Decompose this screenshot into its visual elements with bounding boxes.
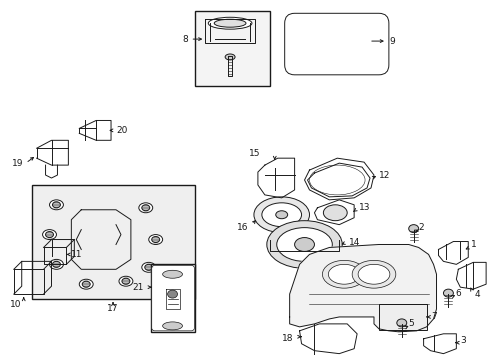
Text: 21: 21	[132, 283, 143, 292]
Bar	[150, 264, 195, 332]
Text: 8: 8	[183, 35, 188, 44]
Ellipse shape	[163, 270, 182, 278]
FancyBboxPatch shape	[151, 265, 194, 331]
Text: 12: 12	[378, 171, 389, 180]
Ellipse shape	[45, 231, 53, 238]
Ellipse shape	[208, 17, 251, 29]
Text: 1: 1	[470, 240, 476, 249]
Text: 17: 17	[107, 305, 119, 314]
Ellipse shape	[275, 211, 287, 219]
Ellipse shape	[119, 276, 133, 286]
Ellipse shape	[167, 290, 177, 298]
Text: 4: 4	[473, 289, 479, 298]
Ellipse shape	[262, 203, 301, 227]
Ellipse shape	[82, 281, 90, 287]
Ellipse shape	[266, 221, 342, 268]
Ellipse shape	[142, 205, 149, 211]
Ellipse shape	[396, 319, 406, 327]
Text: 6: 6	[454, 289, 460, 298]
Ellipse shape	[443, 289, 452, 297]
Ellipse shape	[224, 54, 235, 60]
Ellipse shape	[148, 235, 163, 244]
Text: 3: 3	[459, 336, 465, 345]
Text: 18: 18	[281, 334, 293, 343]
Bar	[32, 185, 195, 299]
Text: 5: 5	[408, 319, 414, 328]
Ellipse shape	[357, 264, 389, 284]
Text: 14: 14	[348, 238, 360, 247]
Ellipse shape	[52, 202, 61, 208]
Text: 7: 7	[431, 312, 436, 321]
Ellipse shape	[408, 225, 418, 233]
Ellipse shape	[276, 228, 332, 261]
Ellipse shape	[327, 264, 359, 284]
Ellipse shape	[214, 19, 245, 27]
Ellipse shape	[151, 237, 160, 243]
Ellipse shape	[122, 278, 130, 284]
Polygon shape	[289, 244, 436, 332]
Ellipse shape	[351, 260, 395, 288]
Bar	[195, 11, 269, 86]
Ellipse shape	[142, 262, 155, 272]
Ellipse shape	[322, 260, 366, 288]
Ellipse shape	[79, 279, 93, 289]
Text: 15: 15	[249, 149, 260, 158]
Text: 20: 20	[116, 126, 127, 135]
Ellipse shape	[49, 260, 63, 269]
Ellipse shape	[309, 165, 365, 195]
FancyBboxPatch shape	[284, 13, 388, 75]
Ellipse shape	[42, 230, 56, 239]
Bar	[378, 304, 426, 330]
Text: 9: 9	[388, 37, 394, 46]
Ellipse shape	[139, 203, 152, 213]
Text: 2: 2	[418, 223, 424, 232]
Text: 13: 13	[358, 203, 370, 212]
Ellipse shape	[253, 197, 309, 233]
Ellipse shape	[323, 205, 346, 221]
Text: 11: 11	[71, 250, 82, 259]
Ellipse shape	[144, 264, 152, 270]
Ellipse shape	[294, 238, 314, 251]
Text: 10: 10	[10, 300, 21, 309]
Text: 19: 19	[12, 159, 24, 168]
Ellipse shape	[52, 261, 61, 267]
Ellipse shape	[49, 200, 63, 210]
Ellipse shape	[163, 322, 182, 330]
Text: 16: 16	[236, 223, 247, 232]
